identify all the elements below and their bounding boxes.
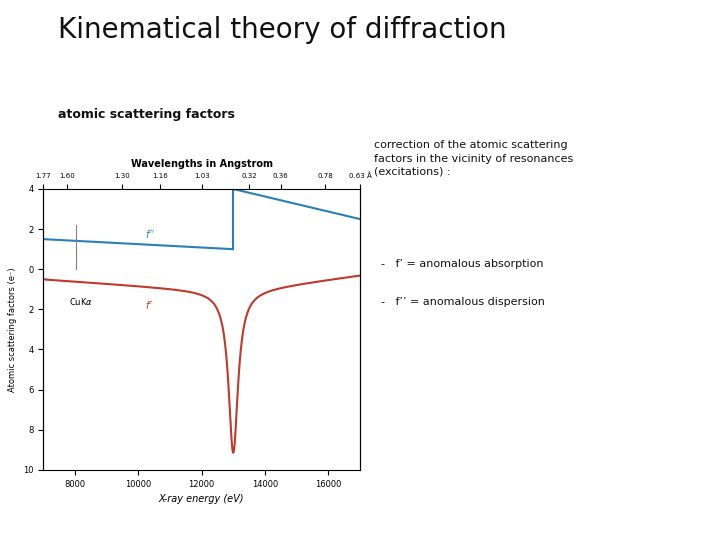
Text: correction of the atomic scattering
factors in the vicinity of resonances
(excit: correction of the atomic scattering fact… [374, 140, 574, 177]
Text: $f'$: $f'$ [145, 299, 153, 312]
X-axis label: X-ray energy (eV): X-ray energy (eV) [159, 494, 244, 504]
Text: CuK$\alpha$: CuK$\alpha$ [68, 296, 93, 307]
Text: $f''$: $f''$ [145, 228, 154, 240]
Text: -   f’’ = anomalous dispersion: - f’’ = anomalous dispersion [374, 297, 545, 307]
X-axis label: Wavelengths in Angstrom: Wavelengths in Angstrom [130, 159, 273, 169]
Text: -   f’ = anomalous absorption: - f’ = anomalous absorption [374, 259, 544, 269]
Y-axis label: Atomic scattering factors (e⁻): Atomic scattering factors (e⁻) [9, 267, 17, 392]
Text: atomic scattering factors: atomic scattering factors [58, 108, 235, 121]
Text: Kinematical theory of diffraction: Kinematical theory of diffraction [58, 16, 506, 44]
